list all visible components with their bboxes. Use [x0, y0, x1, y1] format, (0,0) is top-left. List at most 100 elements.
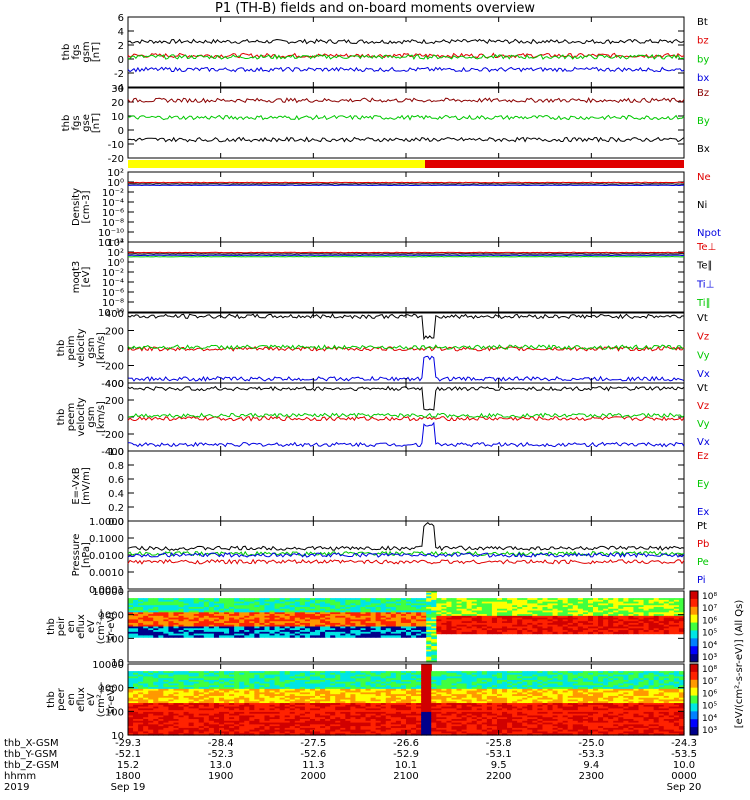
spectrogram-cell — [254, 683, 261, 686]
spectrogram-cell — [375, 729, 382, 733]
spectrogram-cell — [385, 617, 392, 621]
spectrogram-cell — [320, 687, 326, 690]
spectrogram-cell — [309, 729, 316, 733]
spectrogram-cell — [517, 617, 523, 621]
spectrogram-cell — [441, 599, 448, 603]
spectrogram-cell — [608, 599, 614, 603]
spectrogram-cell — [436, 621, 442, 624]
spectrogram-cell — [345, 679, 351, 683]
spectrogram-cell — [517, 614, 523, 617]
spectrogram-cell — [239, 606, 245, 610]
spectrogram-cell — [325, 621, 331, 624]
spectrogram-cell — [289, 685, 296, 688]
spectrogram-cell — [133, 633, 139, 636]
spectrogram-cell — [315, 615, 321, 619]
spectrogram-cell — [663, 606, 670, 610]
spectrogram-cell — [143, 715, 149, 718]
spectrogram-cell — [400, 676, 407, 679]
spectrogram-cell — [431, 594, 437, 597]
spectrogram-cell — [562, 614, 569, 617]
spectrogram-cell — [153, 720, 159, 724]
spectrogram-cell — [213, 708, 220, 711]
spectrogram-cell — [153, 622, 159, 626]
spectrogram-cell — [360, 722, 367, 725]
spectrogram-cell — [163, 630, 170, 633]
spectrogram-cell — [168, 633, 175, 636]
spectrogram-cell — [299, 729, 306, 733]
spectrogram-cell — [294, 719, 301, 722]
spectrogram-cell — [355, 678, 362, 681]
spectrogram-cell — [441, 720, 448, 724]
spectrogram-cell — [395, 614, 402, 617]
spectrogram-cell — [188, 614, 195, 617]
spectrogram-cell — [208, 724, 215, 727]
spectrogram-cell — [390, 672, 397, 676]
spectrogram-cell — [350, 626, 357, 629]
spectrogram-cell — [406, 703, 412, 706]
spectrogram-cell — [234, 701, 240, 704]
spectrogram-cell — [653, 608, 660, 612]
spectrogram-cell — [224, 619, 230, 622]
spectrogram-cell — [133, 729, 139, 733]
spectrogram-cell — [416, 719, 422, 722]
spectrogram-cell — [284, 703, 291, 706]
spectrogram-cell — [249, 690, 255, 694]
spectrogram-cell — [532, 617, 539, 621]
spectrogram-cell — [355, 628, 362, 631]
spectrogram-cell — [375, 621, 382, 624]
spectrogram-cell — [224, 605, 230, 608]
spectrogram-cell — [193, 731, 200, 734]
spectrogram-cell — [532, 610, 539, 613]
spectrogram-cell — [436, 619, 442, 622]
spectrogram-cell — [254, 617, 261, 621]
spectrogram-cell — [532, 601, 539, 605]
spectrogram-cell — [330, 706, 336, 709]
spectrogram-cell — [350, 692, 357, 695]
spectrogram-cell — [294, 633, 301, 636]
spectrogram-cell — [203, 688, 210, 692]
spectrogram-cell — [577, 606, 584, 610]
legend-Vz: Vz — [697, 332, 709, 343]
spectrogram-cell — [208, 687, 215, 690]
spectrogram-cell — [411, 706, 417, 709]
spectrogram-cell — [234, 672, 240, 676]
spectrogram-cell — [274, 626, 281, 629]
spectrogram-cell — [148, 619, 154, 622]
spectrogram-cell — [426, 667, 432, 670]
spectrogram-cell — [638, 614, 645, 617]
spectrogram-cell — [613, 612, 619, 615]
spectrogram-cell — [279, 633, 286, 636]
spectrogram-cell — [138, 626, 144, 629]
spectrogram-cell — [289, 710, 296, 713]
spectrogram-cell — [436, 681, 442, 685]
spectrogram-cell — [325, 622, 331, 626]
spectrogram-cell — [294, 699, 301, 702]
spectrogram-cell — [547, 622, 554, 626]
spectrogram-cell — [421, 713, 427, 717]
spectrogram-cell — [360, 681, 367, 685]
spectrogram-cell — [557, 626, 564, 629]
spectrogram-cell — [643, 601, 650, 605]
spectrogram-cell — [406, 695, 412, 699]
spectrogram-cell — [249, 598, 255, 601]
spectrogram-cell — [638, 617, 645, 621]
spectrogram-cell — [153, 694, 159, 697]
spectrogram-cell — [259, 692, 266, 695]
spectrogram-cell — [259, 694, 266, 697]
spectrogram-cell — [335, 694, 341, 697]
spectrogram-cell — [274, 685, 281, 688]
spectrogram-cell — [178, 633, 185, 636]
spectrogram-cell — [143, 731, 149, 734]
spectrogram-cell — [421, 598, 427, 601]
spectrogram-cell — [486, 624, 493, 628]
spectrogram-cell — [239, 690, 245, 694]
spectrogram-cell — [173, 622, 180, 626]
spectrogram-cell — [143, 692, 149, 695]
spectrogram-cell — [365, 599, 372, 603]
spectrogram-cell — [456, 685, 463, 688]
spectrogram-cell — [461, 622, 468, 626]
spectrogram-cell — [294, 687, 301, 690]
spectrogram-cell — [446, 681, 453, 685]
spectrogram-cell — [390, 719, 397, 722]
spectrogram-cell — [496, 612, 503, 615]
